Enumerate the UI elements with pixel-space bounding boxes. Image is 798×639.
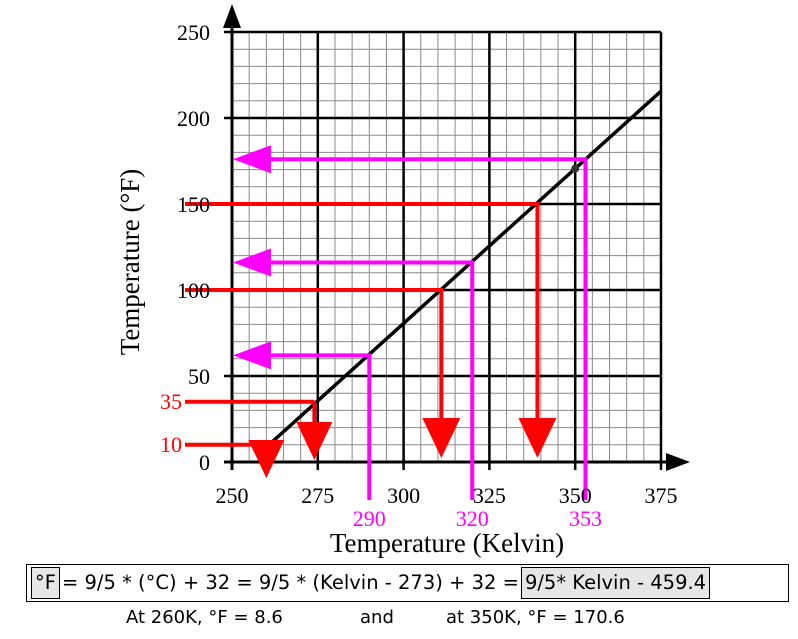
marked-point — [571, 164, 580, 173]
axes — [223, 4, 690, 471]
red-reading-arrowhead — [248, 440, 285, 478]
footer-350k: at 350K, °F = 170.6 — [446, 607, 625, 628]
magenta-reading-label: 353 — [569, 506, 602, 531]
x-tick-label: 375 — [645, 483, 678, 508]
y-tick-label: 50 — [188, 364, 210, 389]
readings: 10 35 290 320 353 — [160, 145, 602, 531]
magenta-reading-arrowhead — [233, 341, 271, 370]
formula-result: 9/5* Kelvin - 459.4 — [520, 567, 711, 599]
y-tick-label: 250 — [177, 20, 210, 45]
formula-fahrenheit: °F — [31, 567, 60, 599]
series — [265, 89, 663, 449]
y-tick-label: 100 — [177, 278, 210, 303]
formula-middle: = 9/5 * (°C) + 32 = 9/5 * (Kelvin - 273)… — [61, 571, 519, 594]
x-tick-label: 300 — [387, 483, 420, 508]
x-tick-label: 275 — [301, 483, 334, 508]
footer-and: and — [360, 607, 394, 628]
magenta-reading-label: 320 — [456, 506, 489, 531]
tick-labels: 250 275 300 325 350 375 0 50 100 150 200 250 — [177, 20, 678, 508]
red-reading-arrowhead — [422, 418, 461, 458]
red-reading-label: 10 — [160, 432, 182, 457]
y-tick-label: 150 — [177, 192, 210, 217]
y-tick-label: 0 — [199, 450, 210, 475]
x-tick-label: 325 — [473, 483, 506, 508]
y-axis-arrow — [223, 4, 241, 28]
y-axis-title: Temperature (°F) — [115, 169, 145, 356]
red-reading-arrowhead — [296, 422, 333, 460]
conversion-line — [265, 89, 663, 449]
red-reading-arrowhead — [518, 418, 557, 458]
x-axis-arrow — [666, 453, 690, 471]
chart: 10 35 290 320 353 250 275 300 325 350 375 0 50 100 15… — [115, 4, 690, 558]
conversion-formula: °F = 9/5 * (°C) + 32 = 9/5 * (Kelvin - 2… — [26, 564, 789, 602]
magenta-reading-arrowhead — [233, 145, 271, 174]
magenta-reading-arrowhead — [233, 248, 271, 277]
x-tick-label: 250 — [216, 483, 249, 508]
grid-minor — [231, 31, 662, 463]
x-tick-label: 350 — [559, 483, 592, 508]
footer-260k: At 260K, °F = 8.6 — [126, 607, 283, 628]
y-tick-label: 200 — [177, 106, 210, 131]
x-axis-title: Temperature (Kelvin) — [330, 528, 564, 558]
magenta-reading-label: 290 — [353, 506, 386, 531]
red-reading-label: 35 — [160, 389, 182, 414]
